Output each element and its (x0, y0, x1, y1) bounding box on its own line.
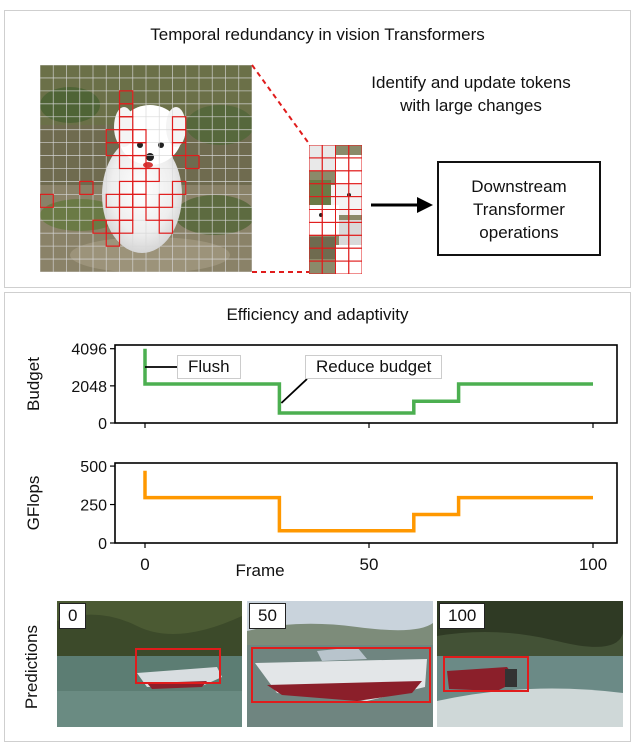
efficiency-panel: Efficiency and adaptivity 0 2048 4096 Budge… (4, 292, 631, 742)
box-line-3: operations (479, 223, 559, 242)
dog-frame-image (40, 65, 252, 272)
flush-annotation: Flush (177, 355, 241, 379)
prediction-box-0 (135, 648, 221, 684)
series-line-gflops (143, 470, 593, 533)
bottom-panel-title: Efficiency and adaptivity (226, 305, 409, 324)
chart-1: 0 250 500 0 50 100 Frame GFlops (24, 459, 618, 580)
prediction-box-50 (251, 647, 431, 703)
chart-frame-0 (114, 344, 618, 424)
chart-0: 0 2048 4096 Budget (24, 342, 618, 433)
frame-label-100: 100 (439, 603, 486, 629)
selected-tokens-strip (309, 145, 362, 274)
identify-update-caption: Identify and update tokens with large ch… (321, 71, 621, 117)
ytick-label: 0 (98, 416, 107, 433)
xtick-label: 0 (140, 555, 149, 574)
xtick-label: 50 (360, 555, 379, 574)
zoom-connector (251, 64, 311, 273)
yaxis-label: Budget (24, 357, 43, 411)
yaxis-label: GFlops (24, 476, 43, 531)
ytick-label: 0 (98, 536, 107, 553)
predictions-axis-label: Predictions (11, 613, 55, 723)
frame-label-0: 0 (59, 603, 87, 629)
ytick-label: 4096 (71, 342, 107, 359)
xaxis-label: Frame (235, 561, 284, 580)
box-line-2: Transformer (473, 200, 565, 219)
prediction-frame-100: 100 (437, 601, 623, 727)
predictions-label-text: Predictions (22, 624, 41, 710)
temporal-redundancy-panel: Temporal redundancy in vision Transforme… (4, 10, 631, 288)
right-arrow-icon (371, 197, 433, 213)
xtick-label: 100 (579, 555, 607, 574)
ytick-label: 2048 (71, 379, 107, 396)
efficiency-charts: 0 2048 4096 Budget 0 250 500 0 50 100 Frame GFlops (24, 342, 618, 580)
downstream-operations-box: Downstream Transformer operations (437, 161, 601, 256)
frame-label-50: 50 (249, 603, 286, 629)
reduce-budget-leader-line (280, 378, 308, 404)
top-panel-title: Temporal redundancy in vision Transforme… (150, 25, 485, 44)
caption-line-2: with large changes (400, 96, 542, 115)
prediction-frame-0: 0 (57, 601, 242, 727)
ytick-label: 250 (80, 498, 107, 515)
prediction-box-100 (443, 656, 529, 692)
chart-frame-1 (114, 462, 618, 544)
caption-line-1: Identify and update tokens (371, 73, 571, 92)
prediction-frame-50: 50 (247, 601, 433, 727)
reduce-budget-annotation: Reduce budget (305, 355, 443, 379)
ytick-label: 500 (80, 459, 107, 476)
box-line-1: Downstream (471, 177, 567, 196)
